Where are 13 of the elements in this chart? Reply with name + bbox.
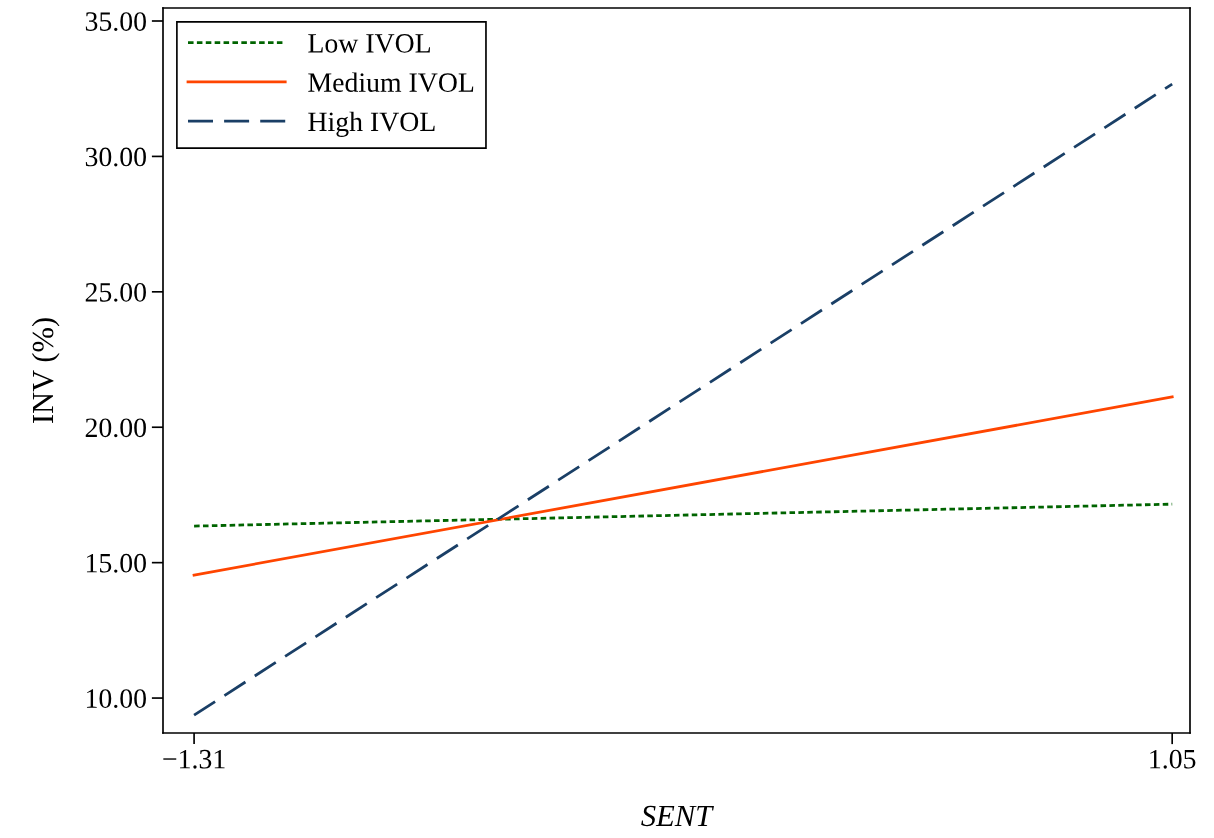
legend-label: High IVOL [308,111,435,137]
y-tick-label: 15.00 [86,553,146,573]
y-tick-label: 30.00 [85,147,146,167]
y-tick-label: 20.00 [85,418,146,438]
x-tick-label: 1.05 [1150,749,1196,769]
legend-label: Low IVOL [308,34,430,53]
x-tick-label: −1.31 [163,749,225,769]
x-axis-title: SENT [641,805,714,827]
y-tick-label: 25.00 [85,282,146,302]
y-tick-label: 35.00 [85,12,146,32]
legend-label: Medium IVOL [308,72,474,93]
y-tick-label: 10.00 [86,689,146,709]
y-axis-title: INV (%) [31,318,60,423]
